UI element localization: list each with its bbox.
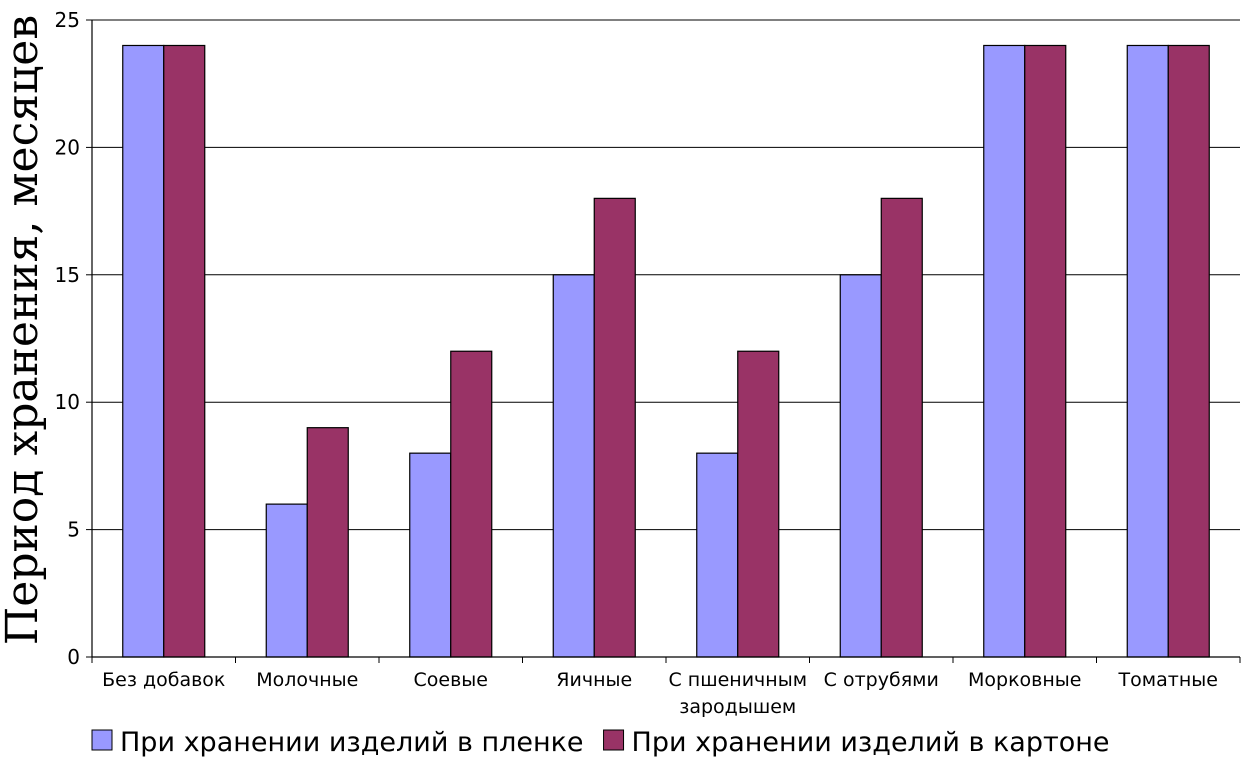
x-category-label: Морковные	[968, 669, 1082, 691]
bar	[880, 197, 923, 658]
y-tick-label: 25	[55, 8, 80, 32]
x-axis-categories: Без добавок Молочные Соевые Яичные С пшеничн…	[102, 669, 1218, 718]
legend-swatch	[603, 729, 625, 751]
bar	[265, 503, 308, 658]
bar	[552, 274, 595, 658]
axes	[86, 19, 1241, 663]
x-category-label: Томатные	[1118, 669, 1218, 691]
bar	[306, 427, 349, 658]
bar	[1126, 44, 1169, 658]
bar	[1024, 44, 1067, 658]
legend-label: При хранении изделий в картоне	[632, 727, 1110, 758]
y-tick-label: 5	[67, 518, 80, 542]
bar	[409, 452, 452, 658]
x-category-label: Соевые	[414, 669, 488, 691]
bar	[593, 197, 636, 658]
gridlines	[92, 19, 1240, 531]
y-axis-label: Период хранения, месяцев	[0, 15, 48, 645]
bar	[1167, 44, 1210, 658]
bar	[737, 350, 780, 658]
bar	[983, 44, 1026, 658]
x-category-label: зародышем	[679, 696, 796, 718]
y-tick-label: 15	[55, 263, 80, 287]
legend-swatch	[91, 729, 113, 751]
legend: При хранении изделий в пленке При хранени…	[91, 727, 1110, 758]
y-tick-label: 20	[55, 135, 80, 159]
legend-label: При хранении изделий в пленке	[120, 727, 584, 758]
x-category-label: Без добавок	[102, 669, 225, 691]
bar	[163, 44, 206, 658]
bar	[696, 452, 739, 658]
bars	[122, 44, 1210, 658]
y-axis-ticks: 0 5 10 15 20 25	[55, 8, 80, 669]
x-category-label: С отрубями	[824, 669, 939, 691]
y-tick-label: 0	[67, 645, 80, 669]
bar	[450, 350, 493, 658]
x-category-label: Яичные	[556, 669, 632, 691]
bar	[122, 44, 165, 658]
x-category-label: С пшеничным	[668, 669, 807, 691]
bar	[839, 274, 882, 658]
y-tick-label: 10	[55, 390, 80, 414]
x-category-label: Молочные	[256, 669, 358, 691]
